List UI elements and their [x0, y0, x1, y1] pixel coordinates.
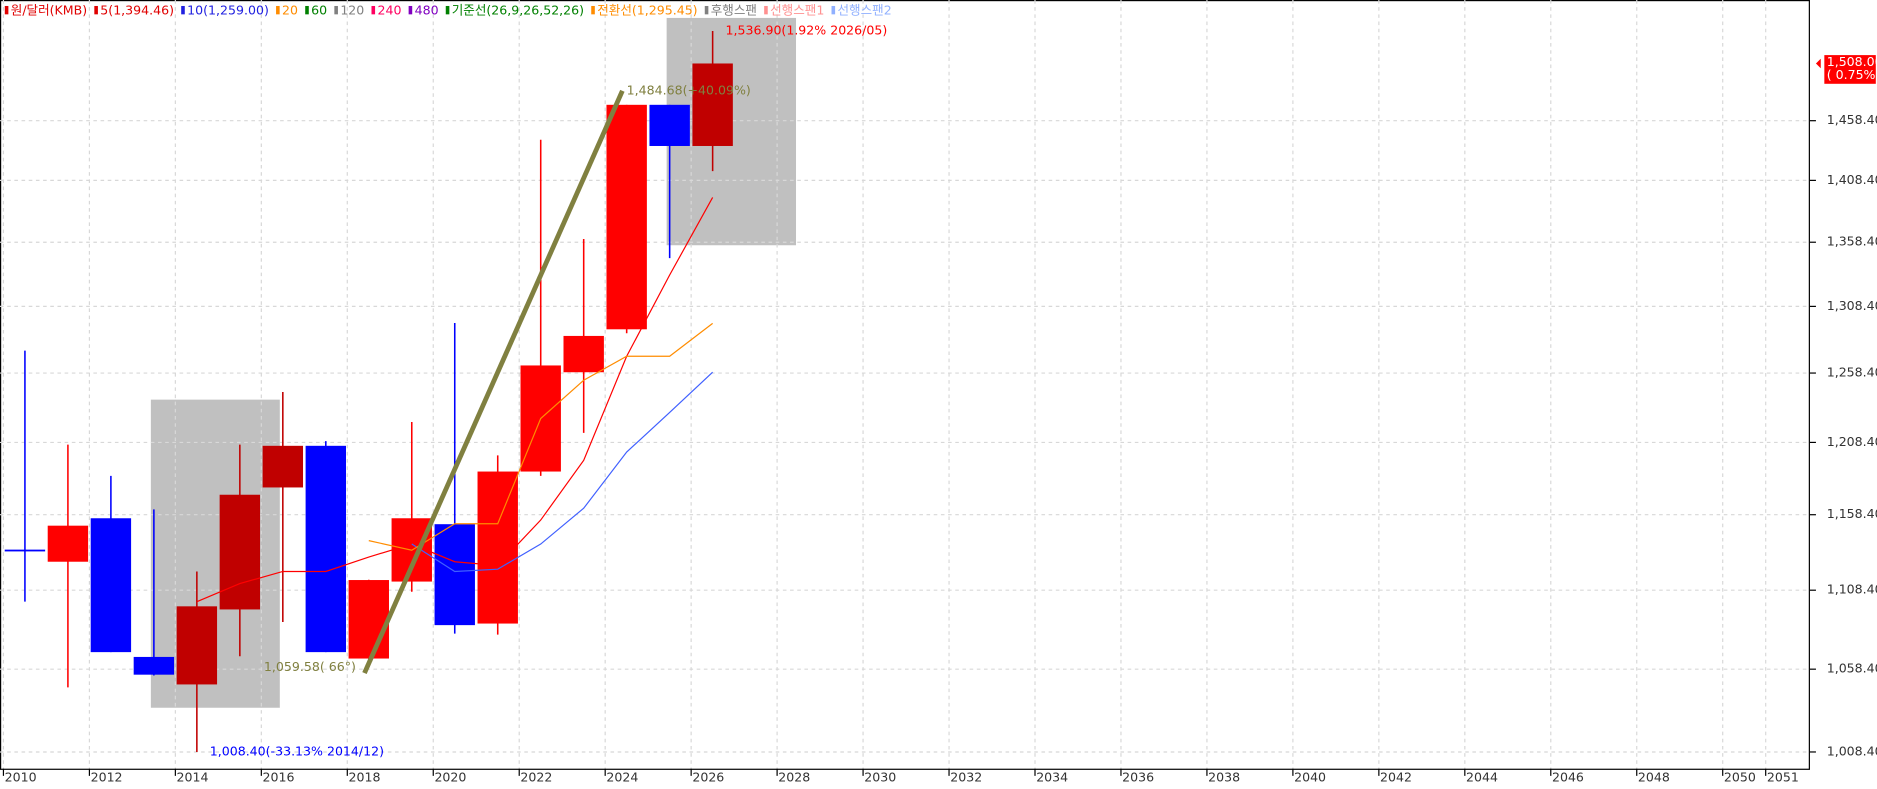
annotation: 1,008.40(-33.13% 2014/12) — [210, 743, 384, 758]
trendline — [362, 89, 625, 675]
legend-entry: 20 — [282, 2, 298, 17]
x-tick-label: 2042 — [1380, 770, 1412, 785]
candle-body — [348, 580, 389, 659]
y-tick-label: 1,258.40 — [1827, 365, 1877, 380]
legend-swatch — [704, 5, 709, 15]
candle-body — [563, 335, 604, 373]
candle-body — [90, 518, 132, 653]
legend-entry: 선행스팬1 — [770, 2, 824, 17]
x-tick-label: 2010 — [5, 770, 37, 785]
x-tick-label: 2026 — [692, 770, 724, 785]
x-tick-label: 2046 — [1552, 770, 1584, 785]
x-tick-label: 2014 — [177, 770, 209, 785]
legend-swatch — [591, 5, 595, 15]
candle-body — [176, 606, 218, 685]
legend-swatch — [181, 5, 185, 15]
legend-entry: 기준선(26,9,26,52,26) — [452, 2, 584, 17]
price-label: 1,508.00 — [1827, 54, 1877, 69]
x-tick-label: 2028 — [778, 770, 810, 785]
y-tick-label: 1,408.40 — [1827, 172, 1877, 187]
legend-swatch — [334, 5, 338, 15]
x-tick-label: 2044 — [1466, 770, 1498, 785]
candle-body — [47, 525, 89, 562]
x-tick-label: 2036 — [1122, 770, 1154, 785]
x-tick-label: 2038 — [1208, 770, 1240, 785]
x-tick-label: 2034 — [1036, 770, 1068, 785]
legend-entry: 240 — [377, 2, 401, 17]
y-tick-label: 1,158.40 — [1827, 506, 1877, 521]
candle-body — [262, 445, 304, 488]
candle-body — [305, 445, 347, 653]
legend-swatch — [371, 5, 376, 15]
candle-body — [606, 104, 647, 330]
x-tick-label: 2040 — [1294, 770, 1326, 785]
legend-swatch — [764, 5, 768, 15]
x-tick-label: 2030 — [864, 770, 896, 785]
y-tick-label: 1,108.40 — [1827, 582, 1877, 597]
legend-swatch — [276, 5, 280, 15]
y-tick-label: 1,008.40 — [1827, 743, 1877, 758]
x-tick-label: 2022 — [520, 770, 552, 785]
candle-body — [4, 549, 46, 552]
legend-swatch — [4, 5, 9, 15]
y-tick-label: 1,358.40 — [1827, 234, 1877, 249]
legend-entry: 선행스팬2 — [838, 2, 892, 17]
x-tick-label: 2012 — [91, 770, 123, 785]
ma-line — [411, 371, 714, 573]
legend-swatch — [408, 5, 413, 15]
legend-entry: 5(1,394.46) — [100, 2, 174, 17]
legend-entry: 원/달러(KMB) — [11, 2, 87, 17]
candle-body — [219, 494, 261, 610]
x-tick-label: 2048 — [1638, 770, 1670, 785]
y-tick-label: 1,458.40 — [1827, 112, 1877, 127]
ma-line — [368, 322, 714, 551]
candle-body — [692, 63, 733, 146]
legend-entry: 60 — [311, 2, 327, 17]
legend-swatch — [445, 5, 450, 15]
x-tick-label: 2050 — [1724, 770, 1756, 785]
x-tick-label: 2016 — [263, 770, 295, 785]
annotation: 1,536.90(1.92% 2026/05) — [726, 23, 888, 38]
legend-entry: 480 — [415, 2, 439, 17]
y-tick-label: 1,308.40 — [1827, 298, 1877, 313]
y-tick-label: 1,058.40 — [1827, 661, 1877, 676]
annotation: 1,484.68(+40.09%) — [627, 82, 751, 97]
x-tick-label: 2051 — [1767, 770, 1799, 785]
legend-swatch — [94, 5, 98, 15]
x-tick-label: 2020 — [434, 770, 466, 785]
legend-entry: 후행스팬 — [711, 2, 757, 17]
price-marker — [1815, 58, 1821, 69]
annotation: 1,059.58( 66°) — [264, 659, 356, 674]
legend-swatch — [831, 5, 836, 15]
candle-body — [133, 656, 175, 675]
x-tick-label: 2032 — [950, 770, 982, 785]
y-tick-label: 1,208.40 — [1827, 434, 1877, 449]
plot-frame — [0, 0, 1810, 770]
legend-entry: 전환선(1,295.45) — [597, 2, 697, 17]
candle-body — [649, 104, 690, 146]
candle-body — [434, 524, 475, 626]
price-box — [1824, 55, 1876, 84]
price-change: ( 0.75%) — [1827, 67, 1877, 82]
legend-entry: 10(1,259.00) — [187, 2, 269, 17]
x-tick-label: 2024 — [606, 770, 638, 785]
x-tick-label: 2018 — [348, 770, 380, 785]
legend-swatch — [305, 5, 309, 15]
legend-entry: 120 — [340, 2, 364, 17]
candle-body — [477, 471, 518, 624]
